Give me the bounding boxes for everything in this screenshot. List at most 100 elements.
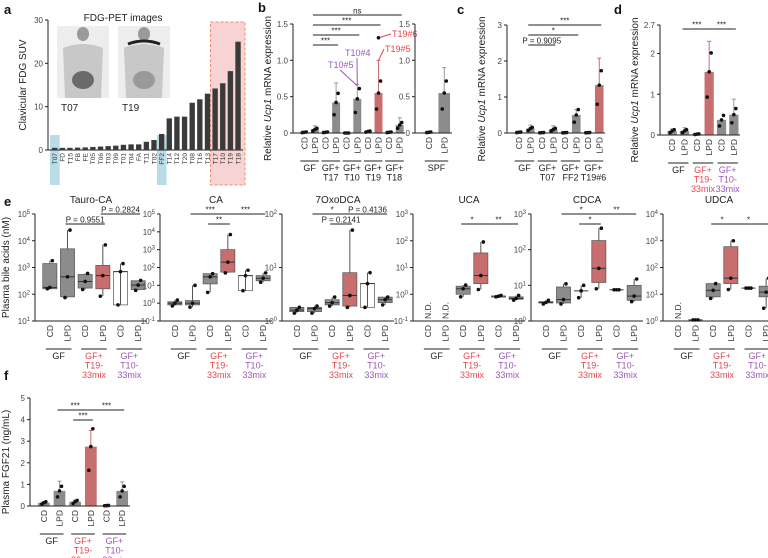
group-label: 33mix	[495, 370, 520, 380]
data-point	[116, 303, 120, 307]
data-point	[138, 278, 143, 283]
x-category-label: CD	[667, 139, 677, 151]
data-point	[764, 290, 768, 294]
data-point	[327, 304, 332, 308]
not-detected-label: N.D.	[423, 302, 433, 319]
group-label: T10-	[367, 361, 386, 371]
group-label: T19-	[463, 361, 482, 371]
data-point	[463, 283, 468, 287]
x-category-label: LPD	[310, 325, 320, 342]
group-label: GF+	[245, 351, 263, 361]
significance-label: *	[470, 216, 473, 225]
y-axis-label-part: mRNA expression	[263, 16, 274, 99]
x-category-label: CD	[537, 137, 547, 149]
pet-abdomen	[72, 71, 94, 89]
data-point	[188, 305, 192, 309]
y-tick-exponent: 1	[27, 317, 31, 323]
group-label: GF+	[210, 351, 228, 361]
y-tick-exponent: 3	[405, 210, 409, 216]
data-point	[617, 287, 621, 292]
x-category-label: CD	[424, 137, 434, 149]
y-tick-label: 102	[396, 237, 409, 246]
bar-lpd	[353, 98, 362, 133]
y-axis-label: Plasma bile acids (nM)	[1, 217, 12, 318]
group-label: T10-	[105, 546, 124, 556]
not-detected-label: N.D.	[441, 302, 451, 319]
data-point	[444, 79, 449, 83]
highlight-blue	[50, 135, 60, 185]
data-point	[297, 305, 302, 310]
x-category-label: CD	[39, 510, 49, 522]
data-point	[295, 308, 299, 312]
data-point	[374, 107, 379, 111]
x-category-label: LPD	[439, 137, 449, 154]
annotation-label: T19#6	[392, 29, 418, 39]
x-tick-label: T07	[52, 153, 59, 165]
y-tick-label: 0	[21, 502, 26, 511]
group-label: 33mix	[207, 370, 232, 380]
data-point	[193, 283, 197, 288]
x-category-label: LPD	[726, 325, 736, 342]
bar-lpd	[729, 114, 739, 135]
bar-T06	[97, 146, 104, 150]
significance-label: ns	[353, 7, 361, 16]
group-label: GF+	[386, 163, 404, 173]
data-point	[614, 287, 619, 292]
y-tick-exponent: 3	[523, 210, 527, 216]
x-tick-label: T09	[113, 153, 120, 165]
x-category-label: LPD	[258, 325, 268, 342]
group-label: GF	[430, 351, 443, 361]
data-point	[376, 91, 381, 95]
pet-image-T19	[118, 26, 170, 98]
significance-label: ***	[241, 206, 250, 215]
bar-T07	[52, 147, 58, 150]
y-tick-label: 103	[18, 264, 31, 273]
group-label: 33mix	[691, 184, 716, 194]
bar-lpd	[594, 85, 604, 133]
significance-label: *	[747, 216, 750, 225]
data-point	[310, 311, 314, 315]
data-point	[365, 281, 370, 286]
group-label: GF+	[581, 351, 599, 361]
annotation-leader	[378, 33, 392, 39]
bar-cd	[667, 130, 677, 135]
data-point	[378, 79, 383, 83]
data-point	[345, 305, 350, 310]
x-category-label: LPD	[729, 139, 739, 156]
data-point	[397, 123, 402, 127]
y-tick-label: 100	[514, 317, 527, 326]
x-category-label: CD	[576, 325, 586, 337]
y-tick-label: 0.5	[277, 93, 289, 102]
data-point	[499, 293, 503, 298]
not-detected-label: N.D.	[673, 302, 683, 319]
data-point	[246, 268, 250, 273]
y-tick-label: 104	[143, 228, 156, 237]
y-tick-label: 104	[646, 210, 659, 219]
x-tick-label: T04	[128, 153, 135, 165]
x-tick-label: T16	[197, 153, 204, 165]
significance-label: *	[580, 206, 583, 215]
significance-label: **	[216, 216, 222, 225]
bar-lpd	[116, 490, 129, 506]
y-tick-exponent: 2	[523, 246, 527, 252]
panel-title: Tauro-CA	[70, 195, 113, 206]
data-point	[599, 226, 604, 230]
data-point	[363, 305, 367, 310]
x-category-label: LPD	[188, 325, 198, 342]
data-point	[368, 129, 372, 133]
group-label: GF+	[616, 351, 634, 361]
x-tick-label: FF2	[159, 153, 166, 165]
y-tick-label: 100	[396, 290, 409, 299]
x-category-label: CD	[458, 325, 468, 337]
bar-lpd	[525, 128, 535, 133]
x-category-label: LPD	[704, 139, 714, 156]
bar-lpd	[53, 490, 66, 506]
bar-lpd	[679, 130, 690, 135]
significance-label: ***	[560, 17, 569, 26]
x-category-label: CD	[363, 325, 373, 337]
x-category-label: LPD	[310, 137, 320, 154]
panel-label-b: b	[258, 0, 266, 15]
x-category-label: LPD	[86, 510, 96, 527]
group-label: GF+	[364, 163, 382, 173]
x-tick-label: FB	[75, 153, 82, 161]
